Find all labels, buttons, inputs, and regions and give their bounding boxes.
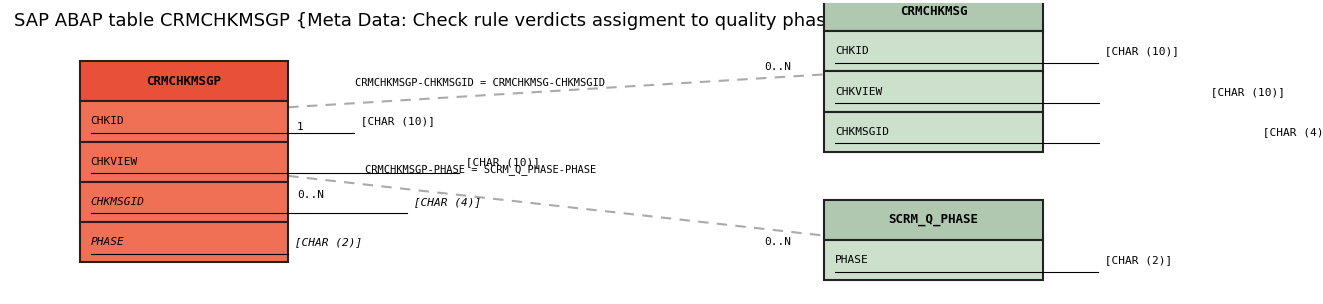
Text: PHASE: PHASE [90,237,124,247]
Text: [CHAR (2)]: [CHAR (2)] [288,237,363,247]
FancyBboxPatch shape [824,240,1044,280]
FancyBboxPatch shape [79,101,288,142]
Text: 0..N: 0..N [296,190,324,200]
FancyBboxPatch shape [824,31,1044,71]
Text: [CHAR (10)]: [CHAR (10)] [1204,87,1285,97]
FancyBboxPatch shape [824,200,1044,240]
Text: CHKMSGID: CHKMSGID [90,197,144,207]
Text: CHKID: CHKID [90,116,124,126]
Text: [CHAR (10)]: [CHAR (10)] [459,157,540,167]
FancyBboxPatch shape [824,112,1044,152]
Text: CHKVIEW: CHKVIEW [835,87,882,97]
Text: 0..N: 0..N [763,237,791,247]
Text: SAP ABAP table CRMCHKMSGP {Meta Data: Check rule verdicts assigment to quality p: SAP ABAP table CRMCHKMSGP {Meta Data: Ch… [13,12,857,30]
Text: CHKID: CHKID [835,46,868,56]
FancyBboxPatch shape [824,0,1044,31]
Text: CRMCHKMSG: CRMCHKMSG [900,5,967,18]
Text: PHASE: PHASE [835,255,868,265]
Text: [CHAR (4)]: [CHAR (4)] [406,197,482,207]
Text: 1: 1 [296,122,304,132]
Text: [CHAR (2)]: [CHAR (2)] [1098,255,1172,265]
Text: CHKMSGID: CHKMSGID [835,127,889,137]
FancyBboxPatch shape [79,61,288,101]
Text: [CHAR (4)]: [CHAR (4)] [1257,127,1323,137]
FancyBboxPatch shape [79,142,288,182]
Text: [CHAR (10)]: [CHAR (10)] [1098,46,1179,56]
Text: CRMCHKMSGP: CRMCHKMSGP [147,75,221,88]
Text: [CHAR (10)]: [CHAR (10)] [355,116,435,126]
Text: CHKVIEW: CHKVIEW [90,157,138,167]
FancyBboxPatch shape [79,182,288,222]
FancyBboxPatch shape [79,222,288,262]
Text: CRMCHKMSGP-CHKMSGID = CRMCHKMSG-CHKMSGID: CRMCHKMSGP-CHKMSGID = CRMCHKMSG-CHKMSGID [356,78,605,88]
Text: CRMCHKMSGP-PHASE = SCRM_Q_PHASE-PHASE: CRMCHKMSGP-PHASE = SCRM_Q_PHASE-PHASE [365,164,595,175]
FancyBboxPatch shape [824,71,1044,112]
Text: 0..N: 0..N [763,62,791,72]
Text: SCRM_Q_PHASE: SCRM_Q_PHASE [889,213,979,226]
